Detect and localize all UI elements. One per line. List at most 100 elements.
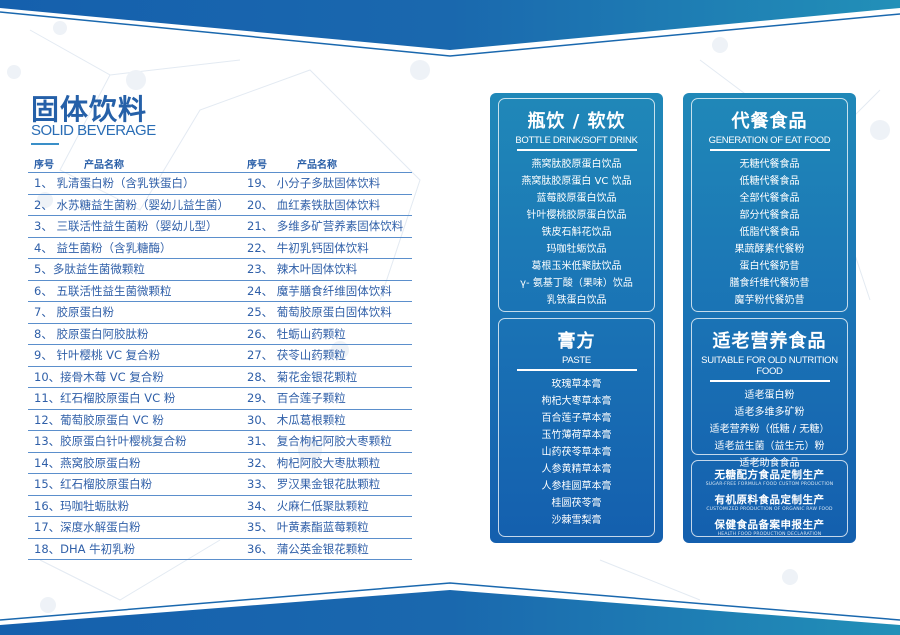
product-name: 3、 三联活性益生菌粉（婴幼儿型） xyxy=(34,219,218,234)
panel-left: 瓶饮 / 软饮 BOTTLE DRINK/SOFT DRINK 燕窝肽胶原蛋白饮… xyxy=(490,93,663,543)
product-name: 22、 牛初乳钙固体饮料 xyxy=(247,240,369,255)
service-subtitle: SUGAR-FREE FORMULA FOOD CUSTOM PRODUCTIO… xyxy=(705,482,834,487)
table-row: 13、胶原蛋白针叶樱桃复合粉 31、 复合枸杞阿胶大枣颗粒 xyxy=(28,431,412,453)
table-row: 1、 乳清蛋白粉（含乳铁蛋白） 19、 小分子多肽固体饮料 xyxy=(28,173,412,195)
list-item: 针叶樱桃胶原蛋白饮品 xyxy=(526,210,627,221)
top-banner xyxy=(0,0,900,50)
box-title: 瓶饮 / 软饮 xyxy=(527,111,626,132)
box-title: 膏方 xyxy=(557,331,596,352)
table-row: 8、 胶原蛋白阿胶肽粉 26、 牡蛎山药颗粒 xyxy=(28,324,412,345)
product-name: 25、 葡萄胶原蛋白固体饮料 xyxy=(247,305,392,320)
product-name: 1、 乳清蛋白粉（含乳铁蛋白） xyxy=(34,176,195,191)
list-item: 低脂代餐食品 xyxy=(739,227,800,238)
product-name: 8、 胶原蛋白阿胶肽粉 xyxy=(34,326,149,341)
product-name: 14、燕窝胶原蛋白粉 xyxy=(34,455,141,470)
list-item: 人参黄精草本膏 xyxy=(541,464,612,475)
divider xyxy=(516,369,637,371)
list-item: 葛根玉米低聚肽饮品 xyxy=(531,261,622,272)
service-title: 保健食品备案申报生产 xyxy=(714,519,825,531)
product-name: 6、 五联活性益生菌微颗粒 xyxy=(34,283,172,298)
list-item: 沙棘雪梨膏 xyxy=(551,515,602,526)
table-row: 4、 益生菌粉（含乳糖酶） 22、 牛初乳钙固体饮料 xyxy=(28,238,412,259)
list-item: 适老蛋白粉 xyxy=(744,390,795,401)
list-item: 膳食纤维代餐奶昔 xyxy=(729,278,810,289)
divider xyxy=(516,149,637,151)
list-item: 低糖代餐食品 xyxy=(739,176,800,187)
table-header: 序号 产品名称 序号 产品名称 xyxy=(28,156,412,173)
product-name: 13、胶原蛋白针叶樱桃复合粉 xyxy=(34,434,187,449)
box-meal-replacement: 代餐食品 GENERATION OF EAT FOOD 无糖代餐食品 低糖代餐食品… xyxy=(691,98,848,312)
product-name: 23、 辣木叶固体饮料 xyxy=(247,262,358,277)
box-services: 无糖配方食品定制生产 SUGAR-FREE FORMULA FOOD CUSTOM… xyxy=(691,460,848,537)
product-name: 20、 血红素铁肽固体饮料 xyxy=(247,197,381,212)
list-item: 部分代餐食品 xyxy=(739,210,800,221)
header-name: 产品名称 xyxy=(297,160,337,171)
box-elderly-nutrition: 适老营养食品 SUITABLE FOR OLD NUTRITION FOOD 适… xyxy=(691,318,848,469)
product-name: 31、 复合枸杞阿胶大枣颗粒 xyxy=(247,434,392,449)
list-item: 蓝莓胶原蛋白饮品 xyxy=(536,193,617,204)
product-name: 18、DHA 牛初乳粉 xyxy=(34,541,136,556)
table-row: 18、DHA 牛初乳粉 36、 蒲公英金银花颗粒 xyxy=(28,539,412,560)
network-dots xyxy=(7,21,890,613)
box-bottle-drink: 瓶饮 / 软饮 BOTTLE DRINK/SOFT DRINK 燕窝肽胶原蛋白饮… xyxy=(498,98,655,312)
box-title: 适老营养食品 xyxy=(712,331,827,352)
list-item: 桂圆茯苓膏 xyxy=(551,498,602,509)
list-item: 燕窝肽胶原蛋白饮品 xyxy=(531,159,622,170)
divider xyxy=(709,380,830,382)
service-subtitle: CUSTOMIZED PRODUCTION OF ORGANIC RAW FOO… xyxy=(706,507,833,512)
list-item: γ- 氨基丁酸（果味）饮品 xyxy=(520,278,633,289)
service-subtitle: HEALTH FOOD PRODUCTION DECLARATION xyxy=(717,532,822,537)
service-title: 无糖配方食品定制生产 xyxy=(714,469,825,481)
list-item: 蛋白代餐奶昔 xyxy=(739,261,800,272)
table-row: 17、深度水解蛋白粉 35、 叶黄素酯蓝莓颗粒 xyxy=(28,517,412,539)
list-item: 玛咖牡蛎饮品 xyxy=(546,244,607,255)
table-row: 11、红石榴胶原蛋白 VC 粉 29、 百合莲子颗粒 xyxy=(28,388,412,410)
list-item: 适老营养粉（低糖 / 无糖） xyxy=(709,424,830,435)
table-row: 5、多肽益生菌微颗粒 23、 辣木叶固体饮料 xyxy=(28,259,412,281)
list-item: 人参桂圆草本膏 xyxy=(541,481,612,492)
table-row: 9、 针叶樱桃 VC 复合粉 27、 茯苓山药颗粒 xyxy=(28,345,412,367)
product-name: 15、红石榴胶原蛋白粉 xyxy=(34,477,153,492)
table-row: 12、葡萄胶原蛋白 VC 粉 30、 木瓜葛根颗粒 xyxy=(28,410,412,431)
product-name: 9、 针叶樱桃 VC 复合粉 xyxy=(34,348,161,363)
header-no: 序号 xyxy=(247,160,267,171)
product-name: 33、 罗汉果金银花肽颗粒 xyxy=(247,477,381,492)
product-name: 28、 菊花金银花颗粒 xyxy=(247,369,358,384)
list-item: 适老益生菌（益生元）粉 xyxy=(714,441,825,452)
list-item: 燕窝肽胶原蛋白 VC 饮品 xyxy=(521,176,632,187)
table-row: 10、接骨木莓 VC 复合粉 28、 菊花金银花颗粒 xyxy=(28,367,412,388)
list-item: 全部代餐食品 xyxy=(739,193,800,204)
list-item: 枸杞大枣草本膏 xyxy=(541,396,612,407)
product-name: 27、 茯苓山药颗粒 xyxy=(247,348,346,363)
product-name: 35、 叶黄素酯蓝莓颗粒 xyxy=(247,520,369,535)
table-row: 2、 水苏糖益生菌粉（婴幼儿益生菌） 20、 血红素铁肽固体饮料 xyxy=(28,195,412,216)
list-item: 铁皮石斛花饮品 xyxy=(541,227,612,238)
list-item: 适老多维多矿粉 xyxy=(734,407,805,418)
product-name: 21、 多维多矿营养素固体饮料 xyxy=(247,219,404,234)
list-item: 无糖代餐食品 xyxy=(739,159,800,170)
table-row: 6、 五联活性益生菌微颗粒 24、 魔芋膳食纤维固体饮料 xyxy=(28,281,412,302)
list-item: 玫瑰草本膏 xyxy=(551,379,602,390)
product-name: 26、 牡蛎山药颗粒 xyxy=(247,326,346,341)
list-item: 山药茯苓草本膏 xyxy=(541,447,612,458)
box-subtitle: PASTE xyxy=(562,355,591,366)
product-name: 24、 魔芋膳食纤维固体饮料 xyxy=(247,283,392,298)
table-row: 7、 胶原蛋白粉 25、 葡萄胶原蛋白固体饮料 xyxy=(28,302,412,324)
product-name: 30、 木瓜葛根颗粒 xyxy=(247,412,346,427)
product-name: 11、红石榴胶原蛋白 VC 粉 xyxy=(34,391,176,406)
product-name: 32、 枸杞阿胶大枣肽颗粒 xyxy=(247,455,381,470)
list-item: 魔芋粉代餐奶昔 xyxy=(734,295,805,306)
bottom-banner xyxy=(0,590,900,635)
product-name: 17、深度水解蛋白粉 xyxy=(34,520,141,535)
product-name: 5、多肽益生菌微颗粒 xyxy=(34,262,145,277)
product-name: 16、玛咖牡蛎肽粉 xyxy=(34,498,130,513)
box-subtitle: SUITABLE FOR OLD NUTRITION FOOD xyxy=(701,355,838,377)
product-name: 34、 火麻仁低聚肽颗粒 xyxy=(247,498,369,513)
list-item: 玉竹薄荷草本膏 xyxy=(541,430,612,441)
product-name: 2、 水苏糖益生菌粉（婴幼儿益生菌） xyxy=(34,197,229,212)
product-name: 29、 百合莲子颗粒 xyxy=(247,391,346,406)
list-item: 适老助食食品 xyxy=(739,458,800,469)
product-name: 12、葡萄胶原蛋白 VC 粉 xyxy=(34,412,164,427)
subtitle-underline xyxy=(31,143,59,145)
